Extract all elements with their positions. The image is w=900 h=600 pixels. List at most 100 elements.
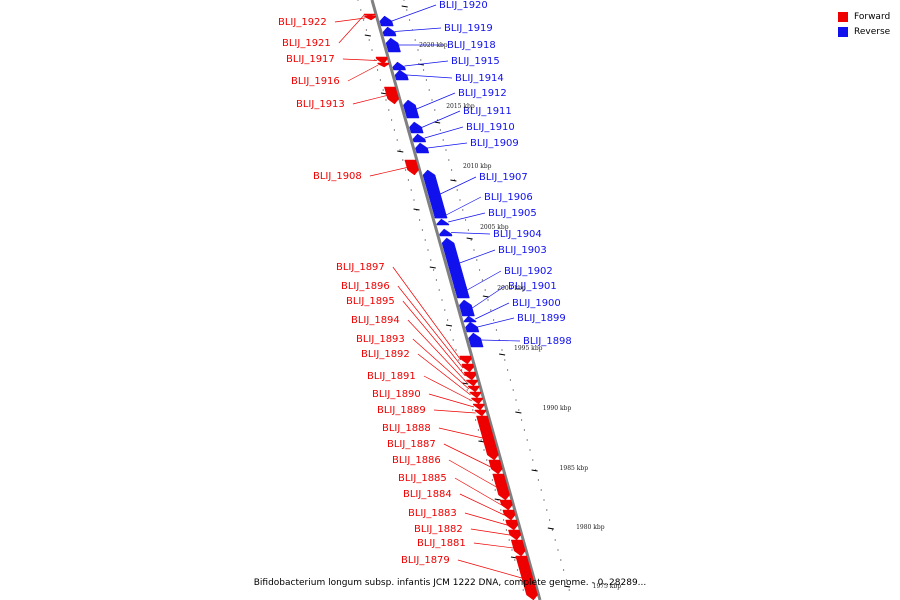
tick-dot [403, 0, 405, 1]
gene-label-blij-1920[interactable]: BLIJ_1920 [439, 0, 488, 11]
gene-label-blij-1916[interactable]: BLIJ_1916 [291, 76, 340, 87]
gene-arrow-blij-1916[interactable] [377, 62, 390, 68]
gene-arrow-blij-1887[interactable] [488, 459, 503, 475]
gene-arrow-blij-1888[interactable] [476, 415, 499, 461]
gene-arrow-blij-1904[interactable] [439, 228, 453, 237]
gene-arrow-blij-1918[interactable] [385, 37, 401, 53]
legend-label-reverse: Reverse [854, 26, 891, 37]
gene-arrow-blij-1917[interactable] [375, 56, 388, 65]
gene-label-blij-1909[interactable]: BLIJ_1909 [470, 138, 519, 149]
gene-arrow-blij-1915[interactable] [392, 61, 406, 71]
gene-label-blij-1882[interactable]: BLIJ_1882 [414, 524, 463, 535]
gene-label-blij-1899[interactable]: BLIJ_1899 [517, 313, 566, 324]
tick-dot [521, 419, 523, 421]
gene-arrow-blij-1898[interactable] [468, 332, 484, 348]
gene-label-blij-1913[interactable]: BLIJ_1913 [296, 99, 345, 110]
gene-arrow-blij-1889[interactable] [474, 409, 487, 417]
gene-label-blij-1922[interactable]: BLIJ_1922 [278, 17, 327, 28]
gene-label-blij-1921[interactable]: BLIJ_1921 [282, 38, 331, 49]
tick-dot [360, 9, 362, 11]
tick-dot [481, 279, 483, 281]
gene-label-blij-1898[interactable]: BLIJ_1898 [523, 336, 572, 347]
gene-arrow-blij-1883[interactable] [505, 519, 519, 531]
gene-label-blij-1886[interactable]: BLIJ_1886 [392, 455, 441, 466]
gene-arrow-blij-1914[interactable] [394, 69, 409, 81]
gene-label-blij-1911[interactable]: BLIJ_1911 [463, 106, 512, 117]
gene-label-blij-1907[interactable]: BLIJ_1907 [479, 172, 528, 183]
gene-arrow-blij-1893[interactable] [467, 385, 480, 393]
gene-arrow-blij-1891[interactable] [471, 397, 483, 405]
gene-label-blij-1914[interactable]: BLIJ_1914 [455, 73, 504, 84]
gene-arrow-blij-1901[interactable] [459, 299, 475, 317]
tick-dot [423, 69, 425, 71]
gene-label-blij-1879[interactable]: BLIJ_1879 [401, 555, 450, 566]
gene-arrow-blij-1908[interactable] [404, 159, 419, 176]
gene-arrow-blij-1912[interactable] [403, 99, 420, 119]
gene-arrow-blij-1897[interactable] [459, 355, 472, 365]
gene-arrow-blij-1920[interactable] [379, 15, 394, 27]
gene-arrow-blij-1879[interactable] [515, 555, 538, 600]
tick-dot [449, 329, 451, 331]
gene-arrow-blij-1900[interactable] [463, 315, 477, 323]
gene-arrow-blij-1905[interactable] [436, 218, 450, 226]
gene-label-blij-1901[interactable]: BLIJ_1901 [508, 281, 557, 292]
label-leader [334, 17, 366, 23]
gene-arrow-blij-1885[interactable] [499, 499, 513, 511]
gene-arrow-blij-1911[interactable] [409, 121, 424, 134]
gene-label-blij-1903[interactable]: BLIJ_1903 [498, 245, 547, 256]
gene-arrow-blij-1921[interactable] [363, 13, 376, 17]
gene-label-blij-1895[interactable]: BLIJ_1895 [346, 296, 395, 307]
tick-dot [540, 489, 542, 491]
gene-label-blij-1884[interactable]: BLIJ_1884 [403, 489, 452, 500]
gene-label-blij-1894[interactable]: BLIJ_1894 [351, 315, 400, 326]
gene-label-blij-1893[interactable]: BLIJ_1893 [356, 334, 405, 345]
gene-arrow-blij-1894[interactable] [466, 379, 478, 387]
gene-label-blij-1908[interactable]: BLIJ_1908 [313, 171, 362, 182]
forward-swatch-icon [838, 11, 848, 22]
gene-label-blij-1917[interactable]: BLIJ_1917 [286, 54, 335, 65]
tick-dot [509, 379, 511, 381]
gene-arrow-blij-1913[interactable] [384, 86, 399, 105]
gene-arrow-blij-1884[interactable] [502, 509, 516, 521]
gene-arrow-blij-1902[interactable] [454, 281, 470, 299]
gene-label-blij-1910[interactable]: BLIJ_1910 [466, 122, 515, 133]
gene-arrow-blij-1895[interactable] [463, 371, 477, 381]
tick-dot [515, 399, 517, 401]
tick-dot [410, 189, 412, 191]
gene-arrow-blij-1890[interactable] [472, 403, 485, 411]
label-leader [446, 196, 482, 216]
gene-label-blij-1900[interactable]: BLIJ_1900 [512, 298, 561, 309]
gene-label-blij-1883[interactable]: BLIJ_1883 [408, 508, 457, 519]
gene-arrow-blij-1910[interactable] [412, 133, 427, 143]
gene-label-blij-1906[interactable]: BLIJ_1906 [484, 192, 533, 203]
gene-label-blij-1912[interactable]: BLIJ_1912 [458, 88, 507, 99]
gene-label-blij-1918[interactable]: BLIJ_1918 [447, 40, 496, 51]
gene-label-blij-1902[interactable]: BLIJ_1902 [504, 266, 553, 277]
gene-label-blij-1897[interactable]: BLIJ_1897 [336, 262, 385, 273]
gene-arrow-blij-1922[interactable] [364, 15, 377, 21]
tick-dot [467, 229, 469, 231]
gene-label-blij-1915[interactable]: BLIJ_1915 [451, 56, 500, 67]
gene-label-blij-1890[interactable]: BLIJ_1890 [372, 389, 421, 400]
gene-arrow-blij-1909[interactable] [415, 142, 430, 154]
gene-arrow-blij-1906[interactable] [434, 211, 448, 219]
gene-label-blij-1905[interactable]: BLIJ_1905 [488, 208, 537, 219]
gene-label-blij-1896[interactable]: BLIJ_1896 [341, 281, 390, 292]
gene-label-blij-1889[interactable]: BLIJ_1889 [377, 405, 426, 416]
tick-mark [434, 121, 441, 124]
gene-arrow-blij-1896[interactable] [461, 363, 475, 373]
gene-label-blij-1881[interactable]: BLIJ_1881 [417, 538, 466, 549]
gene-arrow-blij-1919[interactable] [382, 26, 397, 37]
gene-label-blij-1904[interactable]: BLIJ_1904 [493, 229, 542, 240]
gene-label-blij-1919[interactable]: BLIJ_1919 [444, 23, 493, 34]
gene-label-blij-1885[interactable]: BLIJ_1885 [398, 473, 447, 484]
gene-arrow-blij-1899[interactable] [465, 321, 480, 333]
gene-label-blij-1888[interactable]: BLIJ_1888 [382, 423, 431, 434]
gene-label-blij-1891[interactable]: BLIJ_1891 [367, 371, 416, 382]
gene-arrow-blij-1882[interactable] [508, 529, 522, 541]
gene-arrow-blij-1886[interactable] [492, 473, 510, 501]
gene-arrow-blij-1892[interactable] [469, 391, 482, 399]
gene-arrow-blij-1881[interactable] [510, 539, 526, 557]
gene-label-blij-1887[interactable]: BLIJ_1887 [387, 439, 436, 450]
gene-label-blij-1892[interactable]: BLIJ_1892 [361, 349, 410, 360]
